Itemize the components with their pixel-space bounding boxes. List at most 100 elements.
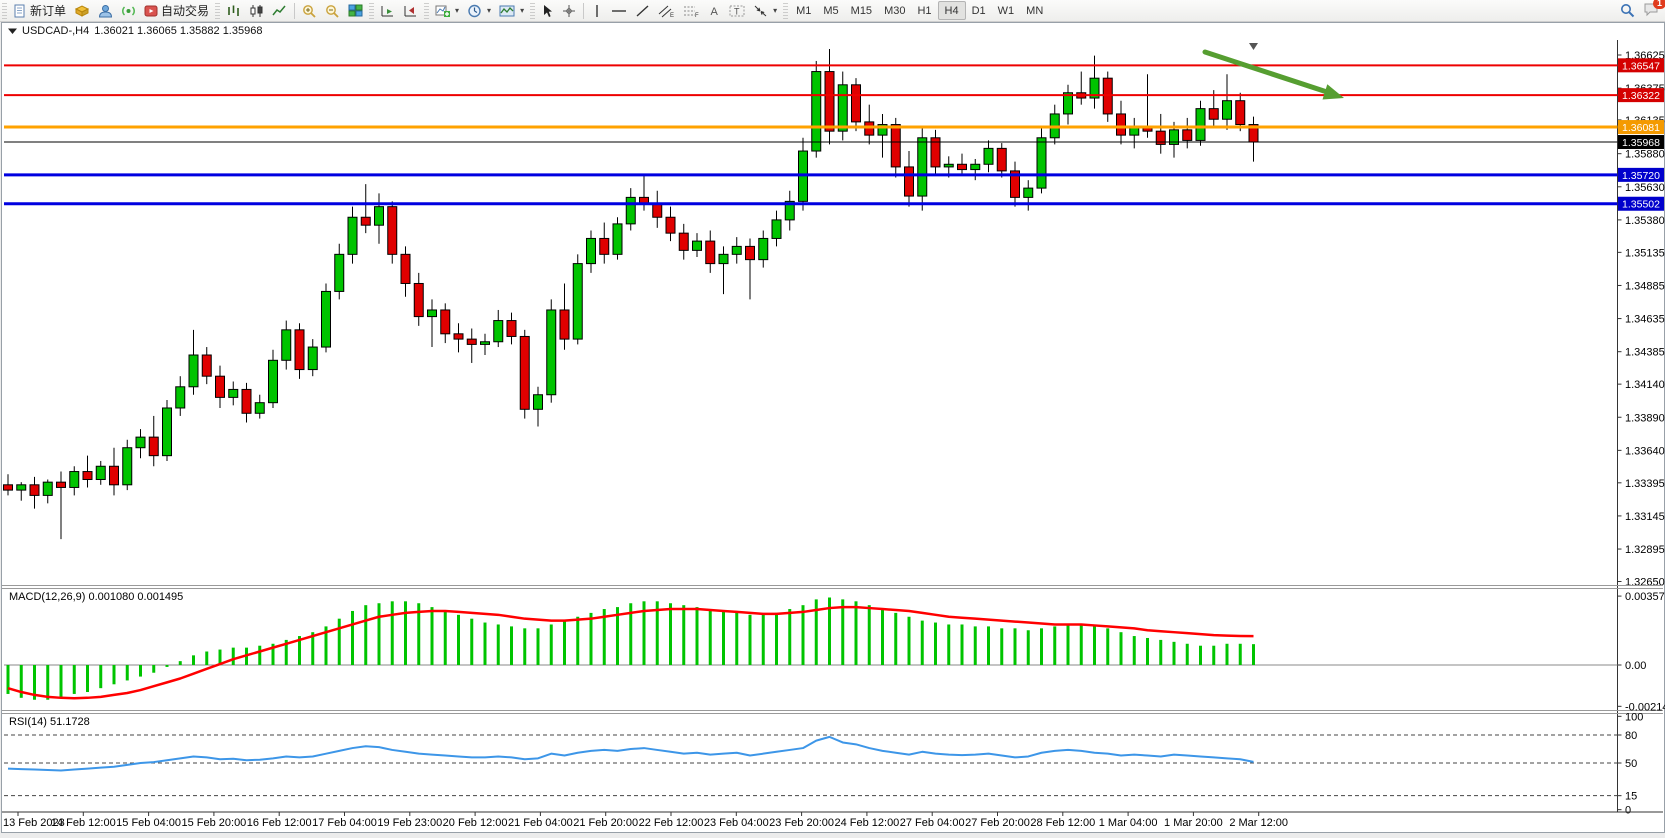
candle-bull (731, 245, 742, 255)
auto-scroll-button[interactable] (376, 1, 399, 20)
macd-axis-label: 0.00 (1625, 660, 1646, 672)
periods-button[interactable]: ▾ (463, 1, 495, 20)
new-order-button[interactable]: 新订单 (9, 1, 70, 20)
line-chart-button[interactable] (268, 1, 291, 20)
price-tick-label: 1.35630 (1625, 182, 1665, 194)
time-tick-label: 1 Mar 20:00 (1164, 817, 1223, 829)
community-icon (99, 4, 113, 17)
candles (3, 49, 1259, 540)
resistance-line-2-badge: 1.36322 (1618, 88, 1664, 103)
tile-windows-button[interactable] (344, 1, 367, 20)
price-tick-label: 1.34385 (1625, 347, 1665, 359)
candle-bear (413, 282, 424, 318)
time-tick-label: 24 Feb 12:00 (834, 817, 899, 829)
vertical-line-icon (596, 4, 598, 17)
pivot-line-badge: 1.36081 (1618, 120, 1664, 135)
tab-timeframe-m30[interactable]: M30 (884, 4, 906, 17)
rsi-axis-label: 0 (1625, 805, 1631, 817)
candle-bear (824, 71, 835, 132)
candle-bear (201, 354, 212, 377)
toolbar-separator (294, 2, 296, 19)
horizontal-line-button[interactable] (607, 1, 631, 20)
candle-bull (162, 407, 172, 457)
time-tick-label: 13 Feb 2023 (3, 817, 65, 829)
tab-timeframe-d1[interactable]: D1 (971, 4, 986, 17)
candle-bull (546, 309, 557, 396)
channel-button[interactable]: E (654, 1, 679, 20)
tab-timeframe-m5[interactable]: M5 (823, 4, 839, 17)
templates-button[interactable]: ▾ (495, 1, 528, 20)
zoom-out-button[interactable] (321, 1, 344, 20)
tab-timeframe-m1[interactable]: M1 (796, 4, 812, 17)
candle-bear (215, 375, 225, 398)
time-tick-label: 21 Feb 20:00 (573, 817, 638, 829)
tab-timeframe-m15[interactable]: M15 (850, 4, 873, 17)
svg-text:E: E (670, 13, 674, 18)
candle-bull (983, 147, 994, 165)
tab-timeframe-h1[interactable]: H1 (917, 4, 932, 17)
chevron-down-icon: ▾ (455, 6, 460, 15)
toolbar-grip (530, 2, 536, 19)
tab-timeframe-h4[interactable]: H4 (937, 1, 966, 20)
chart-window (1, 22, 1665, 833)
bar-chart-button[interactable] (222, 1, 245, 20)
trend-annotation-arrow[interactable] (1202, 49, 1344, 100)
tab-timeframe-w1[interactable]: W1 (997, 4, 1015, 17)
zoom-in-button[interactable] (298, 1, 321, 20)
community-button[interactable] (94, 1, 117, 20)
chart-menu-icon[interactable] (8, 27, 17, 35)
candle-bear (82, 471, 93, 481)
candle-bear (1010, 170, 1020, 198)
indicators-button[interactable]: ▾ (431, 1, 463, 20)
candle-bull (1036, 137, 1047, 189)
chart-shift-button[interactable] (399, 1, 422, 20)
price-tick-label: 1.35135 (1625, 247, 1665, 259)
price-axis[interactable]: 1.366251.363751.361351.358801.356301.353… (1617, 50, 1665, 588)
text-label-button[interactable]: T (725, 1, 749, 20)
candle-bull (1063, 92, 1073, 115)
crosshair-button[interactable] (558, 1, 580, 20)
candle-bull (493, 320, 504, 343)
trendline-button[interactable] (631, 1, 654, 20)
candle-bear (1155, 130, 1166, 145)
candle-bull (427, 309, 437, 318)
time-tick-label: 23 Feb 20:00 (769, 817, 834, 829)
candlestick-button[interactable] (245, 1, 268, 20)
time-tick-label: 2 Mar 12:00 (1229, 817, 1288, 829)
search-icon[interactable] (1620, 3, 1635, 18)
candle-bull (135, 436, 146, 449)
fibonacci-button[interactable]: F (679, 1, 704, 20)
price-tick-label: 1.35380 (1625, 215, 1665, 227)
rsi-axis-label: 100 (1625, 711, 1643, 723)
time-tick-label: 14 Feb 12:00 (51, 817, 116, 829)
candle-bear (506, 320, 517, 337)
candle-bear (294, 329, 305, 371)
vertical-line-button[interactable] (587, 1, 607, 20)
signals-button[interactable] (117, 1, 140, 20)
time-tick-label: 16 Feb 12:00 (247, 817, 312, 829)
price-tick-label: 1.32895 (1625, 544, 1665, 556)
candle-bear (957, 163, 967, 171)
candle-bear (360, 216, 371, 226)
candle-bear (559, 309, 570, 340)
auto-scroll-icon (381, 5, 394, 16)
notifications-button[interactable]: 1 (1643, 0, 1665, 20)
market-button[interactable] (70, 1, 94, 20)
candle-bear (29, 484, 40, 496)
shapes-button[interactable]: ▾ (749, 1, 781, 20)
candle-bull (228, 388, 239, 398)
chart-shift-marker[interactable] (1249, 43, 1258, 50)
candle-bull (188, 354, 199, 388)
candle-bear (745, 245, 755, 261)
cursor-button[interactable] (537, 1, 558, 20)
chart-symbol-period: USDCAD-,H4 (22, 25, 90, 37)
candle-bear (440, 309, 451, 335)
text-button[interactable]: A (704, 1, 725, 20)
auto-trading-button[interactable]: 自动交易 (140, 1, 213, 20)
new-order-icon (14, 4, 25, 17)
candle-bull (175, 386, 186, 409)
candle-bull (42, 481, 53, 496)
tab-timeframe-mn[interactable]: MN (1026, 4, 1044, 17)
